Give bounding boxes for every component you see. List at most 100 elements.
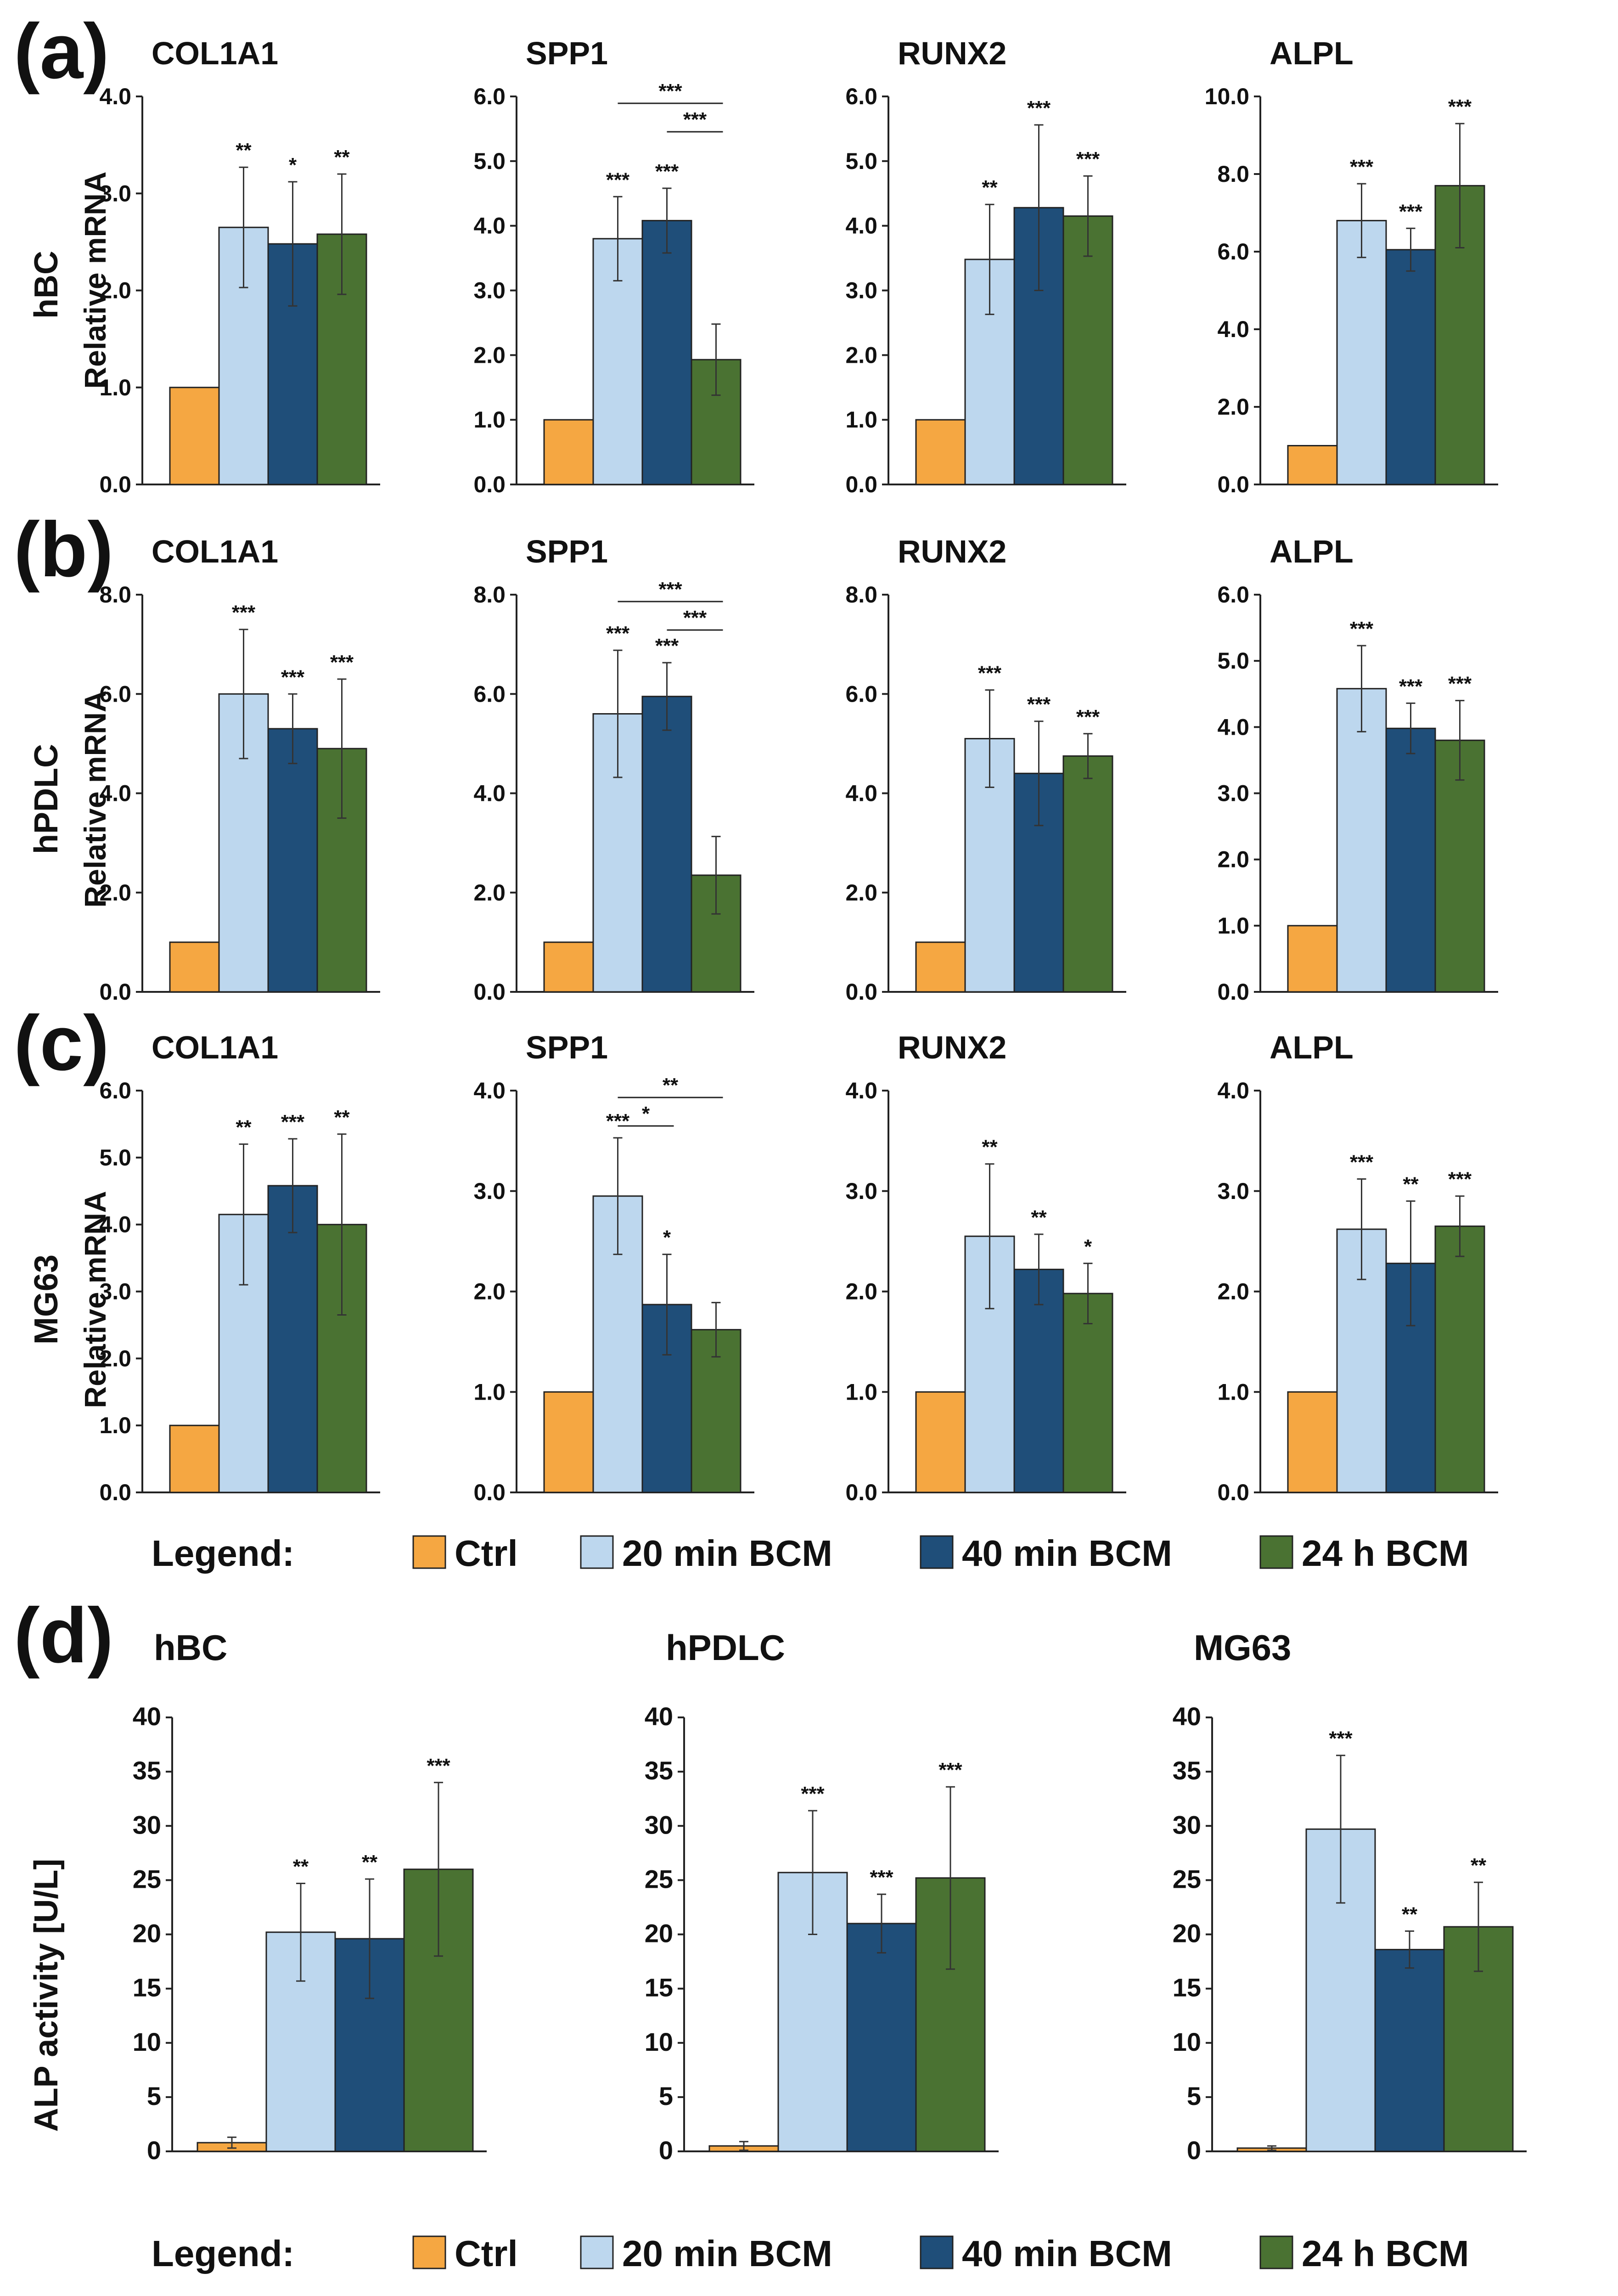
- sig-label-a-runx2-20min: **: [982, 176, 998, 199]
- tick-label-d-mg63-0: 0: [1187, 2136, 1201, 2165]
- tick-label-c-runx2-2: 2.0: [845, 1279, 877, 1305]
- bar-d-hpdlc-40min: [846, 1923, 917, 2152]
- tick-label-c-col1a1-3: 3.0: [99, 1279, 131, 1305]
- sig-label-b-col1a1-24h: ***: [330, 651, 354, 674]
- bracket-label-c-spp1-0: **: [663, 1074, 679, 1097]
- tick-label-b-spp1-0: 0.0: [473, 979, 506, 1005]
- bracket-label-b-spp1-1: ***: [683, 607, 707, 629]
- legend-2-swatch-24h: [1259, 2235, 1293, 2269]
- legend-1-label-20min: 20 min BCM: [622, 1533, 832, 1574]
- sig-label-a-alpl-20min: ***: [1350, 156, 1374, 178]
- bar-a-col1a1-20min: [218, 226, 269, 485]
- tick-label-b-spp1-1: 2.0: [473, 880, 506, 906]
- sig-label-d-hbc-24h: ***: [427, 1755, 450, 1777]
- chart-title-b-col1a1: COL1A1: [152, 534, 278, 569]
- tick-label-d-hbc-3: 15: [133, 1973, 161, 2002]
- tick-label-c-spp1-2: 2.0: [473, 1279, 506, 1305]
- sig-label-d-mg63-40min: **: [1402, 1903, 1418, 1925]
- tick-label-d-mg63-3: 15: [1173, 1973, 1201, 2002]
- chart-title-d-hbc: hBC: [154, 1627, 227, 1668]
- tick-label-d-hpdlc-8: 40: [645, 1702, 673, 1731]
- tick-label-c-col1a1-6: 6.0: [99, 1078, 131, 1103]
- tick-label-d-mg63-4: 20: [1173, 1919, 1201, 1948]
- tick-label-d-hpdlc-7: 35: [645, 1756, 673, 1785]
- tick-label-c-spp1-0: 0.0: [473, 1480, 506, 1505]
- sig-label-b-runx2-40min: ***: [1027, 693, 1051, 716]
- tick-label-d-mg63-6: 30: [1173, 1810, 1201, 1839]
- tick-label-d-hpdlc-6: 30: [645, 1810, 673, 1839]
- sig-label-a-alpl-40min: ***: [1399, 200, 1423, 223]
- chart-title-a-runx2: RUNX2: [898, 35, 1006, 71]
- tick-label-a-alpl-1: 2.0: [1217, 394, 1249, 420]
- bracket-label-a-spp1-1: ***: [683, 108, 707, 131]
- tick-label-c-col1a1-0: 0.0: [99, 1480, 131, 1505]
- chart-a-alpl: ALPL 0.0 2.0 4.0 6.0 8.0 10.0 *** *** ***: [1205, 35, 1498, 497]
- sig-label-b-col1a1-20min: ***: [232, 602, 256, 624]
- tick-label-d-hbc-6: 30: [133, 1810, 161, 1839]
- sig-label-c-spp1-20min: ***: [606, 1110, 630, 1132]
- ylabel-a: Relative mRNA: [78, 171, 112, 388]
- legend-1-label-24h: 24 h BCM: [1302, 1533, 1469, 1574]
- sig-label-a-spp1-20min: ***: [606, 169, 630, 191]
- cell-label-b: hPDLC: [28, 744, 65, 854]
- bar-b-col1a1-40min: [267, 728, 318, 993]
- tick-label-a-alpl-0: 0.0: [1217, 472, 1249, 497]
- sig-label-c-runx2-20min: **: [982, 1136, 998, 1159]
- tick-label-b-runx2-4: 8.0: [845, 582, 877, 608]
- sig-label-d-hbc-40min: **: [362, 1851, 378, 1874]
- tick-label-c-alpl-1: 1.0: [1217, 1379, 1249, 1405]
- panel-letter-c: (c): [14, 1000, 109, 1087]
- tick-label-a-alpl-3: 6.0: [1217, 239, 1249, 264]
- tick-label-c-col1a1-4: 4.0: [99, 1212, 131, 1238]
- bar-a-runx2-24h: [1062, 215, 1113, 485]
- tick-label-c-alpl-0: 0.0: [1217, 1480, 1249, 1505]
- sig-label-d-hpdlc-24h: ***: [938, 1759, 962, 1781]
- tick-label-a-alpl-2: 4.0: [1217, 316, 1249, 342]
- tick-label-b-runx2-2: 4.0: [845, 781, 877, 806]
- legend-2-label-24h: 24 h BCM: [1302, 2233, 1469, 2274]
- sig-label-d-mg63-20min: ***: [1329, 1728, 1353, 1750]
- chart-title-a-spp1: SPP1: [526, 35, 608, 71]
- bar-c-alpl-ctrl: [1287, 1391, 1338, 1493]
- legend-1-swatch-20min: [580, 1535, 614, 1569]
- chart-title-a-alpl: ALPL: [1270, 35, 1354, 71]
- panel-letter-d: (d): [14, 1592, 113, 1679]
- tick-label-a-spp1-4: 4.0: [473, 213, 506, 239]
- tick-label-b-col1a1-2: 4.0: [99, 781, 131, 806]
- sig-label-a-col1a1-24h: **: [334, 146, 350, 169]
- tick-label-a-runx2-3: 3.0: [845, 278, 877, 304]
- tick-label-c-spp1-1: 1.0: [473, 1379, 506, 1405]
- bracket-label-a-spp1-0: ***: [658, 80, 682, 102]
- sig-label-c-spp1-40min: *: [663, 1227, 671, 1249]
- bar-c-spp1-ctrl: [543, 1391, 594, 1493]
- tick-label-b-alpl-6: 6.0: [1217, 582, 1249, 608]
- legend-1-swatch-24h: [1259, 1535, 1293, 1569]
- chart-title-c-alpl: ALPL: [1270, 1030, 1354, 1065]
- bar-c-alpl-24h: [1434, 1225, 1485, 1493]
- legend-1: Legend: Ctrl 20 min BCM 40 min BCM 24 h …: [152, 1533, 1469, 1574]
- bar-c-runx2-ctrl: [915, 1391, 966, 1493]
- tick-label-b-spp1-2: 4.0: [473, 781, 506, 806]
- bar-a-alpl-20min: [1336, 219, 1387, 485]
- legend-1-swatch-40min: [920, 1535, 954, 1569]
- tick-label-d-hbc-4: 20: [133, 1919, 161, 1948]
- sig-label-d-hpdlc-20min: ***: [801, 1783, 825, 1805]
- chart-title-a-col1a1: COL1A1: [152, 35, 278, 71]
- bar-d-mg63-40min: [1374, 1949, 1445, 2152]
- tick-label-d-hbc-0: 0: [147, 2136, 161, 2165]
- tick-label-b-alpl-2: 2.0: [1217, 847, 1249, 872]
- chart-d-hpdlc: hPDLC 0 5 10 15 20 25 30 35 40 *** *** ***: [645, 1627, 999, 2165]
- tick-label-b-runx2-3: 6.0: [845, 681, 877, 707]
- tick-label-a-spp1-3: 3.0: [473, 278, 506, 304]
- bar-c-col1a1-40min: [267, 1185, 318, 1493]
- tick-label-d-hpdlc-3: 15: [645, 1973, 673, 2002]
- legend-2-swatch-20min: [580, 2235, 614, 2269]
- tick-label-d-hbc-2: 10: [133, 2027, 161, 2056]
- bar-b-alpl-ctrl: [1287, 925, 1338, 993]
- bar-b-col1a1-ctrl: [169, 941, 220, 993]
